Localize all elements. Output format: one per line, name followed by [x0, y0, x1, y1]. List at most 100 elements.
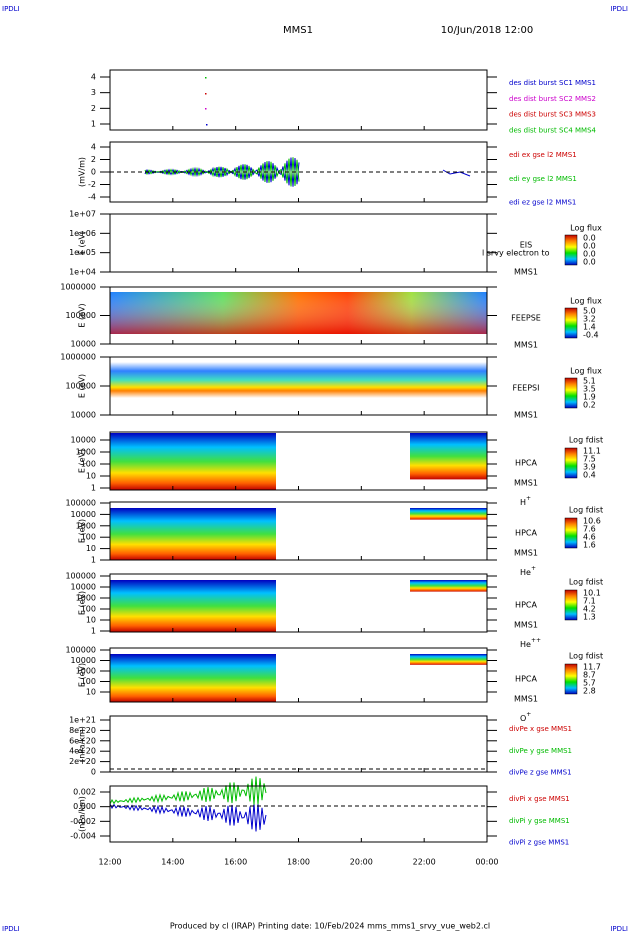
colorbar-tick: 5.0 [583, 307, 596, 316]
x-tick-label: 14:00 [161, 858, 184, 867]
colorbar-tick: 0.0 [583, 258, 596, 267]
colorbar-tick: 1.4 [583, 323, 596, 332]
spacecraft: MMS1 [514, 549, 538, 558]
legend-entry: divPi y gse MMS1 [509, 817, 570, 825]
colorbar-tick: 11.7 [583, 663, 601, 672]
y-tick-label: 0 [91, 768, 96, 777]
spectrogram [110, 654, 276, 702]
colorbar-title: Log fdist [569, 578, 603, 587]
panel: 1000000 100000 10000 E (eV) FEEPSE MMS1 Log fl… [60, 283, 602, 350]
y-tick-label: 0 [91, 168, 96, 177]
y-axis-label: E (eV) [78, 374, 87, 398]
spectrogram [110, 362, 487, 398]
y-tick-label: 10000 [71, 510, 96, 519]
y-tick-label: 10 [86, 544, 96, 553]
y-tick-label: 8e+20 [69, 726, 96, 735]
corner-mark: IPDLI [610, 5, 628, 13]
overlap-label: l srvy electron to [482, 249, 550, 258]
y-tick-label: 1 [91, 627, 96, 636]
instrument: EIS [520, 241, 533, 250]
species-charge: ++ [531, 637, 541, 644]
legend-entry: divPe y gse MMS1 [509, 747, 572, 755]
y-tick-label: 2 [91, 155, 96, 164]
panel: 100000 10000 1000 100 10 1 E (eV) HPCA MMS1 He+ Lo… [65, 499, 603, 577]
colorbar [564, 234, 578, 266]
credit: Produced by cl (IRAP) Printing date: 10/… [170, 922, 490, 931]
y-tick-label: 1 [91, 120, 96, 129]
instrument: HPCA [515, 601, 537, 610]
y-tick-label: 10000 [71, 656, 96, 665]
colorbar-tick: -0.4 [583, 331, 599, 340]
y-tick-label: 100000 [65, 311, 96, 320]
y-tick-label: 100 [81, 533, 96, 542]
colorbar-title: Log flux [570, 367, 602, 376]
legend-entry: des dist burst SC4 MMS4 [509, 127, 597, 135]
spacecraft: MMS1 [514, 479, 538, 488]
colorbar-tick: 0.0 [583, 242, 596, 251]
y-tick-label: 2e+20 [69, 757, 96, 766]
colorbar-tick: 3.9 [583, 463, 596, 472]
y-tick-label: 4 [91, 73, 96, 82]
spacecraft: MMS1 [514, 411, 538, 420]
colorbar-tick: 5.1 [583, 377, 596, 386]
x-tick-label: 16:00 [224, 858, 247, 867]
panel: 100000 10000 1000 100 10 1 E (eV) HPCA MMS1 He++ L… [65, 572, 603, 649]
point [206, 124, 208, 126]
panel: 1000000 100000 10000 E (eV) FEEPSI MMS1 Log fl… [60, 353, 602, 420]
species-name: He [520, 640, 531, 649]
species-charge: + [526, 495, 531, 502]
trace [109, 803, 267, 832]
y-tick-label: 10 [86, 472, 96, 481]
species: He++ [520, 637, 541, 649]
panel: 1e+07 1e+06 1e+05 1e+04 E (eV) EIS MMS1 l srvy … [69, 210, 602, 277]
colorbar [564, 447, 578, 479]
y-tick-label: 1e+04 [69, 268, 96, 277]
y-tick-label: 100000 [65, 499, 96, 508]
y-tick-label: 0.000 [73, 802, 96, 811]
y-tick-label: 10 [86, 688, 96, 697]
instrument: FEEPSE [511, 314, 541, 323]
colorbar-tick: 3.5 [583, 385, 596, 394]
instrument: HPCA [515, 459, 537, 468]
y-tick-label: 1000 [76, 521, 96, 530]
colorbar-title: Log fdist [569, 652, 603, 661]
y-axis-label: E (eV) [78, 303, 87, 327]
y-tick-label: 1000 [76, 448, 96, 457]
y-tick-label: 2 [91, 104, 96, 113]
x-tick-label: 00:00 [475, 858, 498, 867]
y-tick-label: 1000 [76, 667, 96, 676]
y-tick-label: -0.002 [70, 817, 96, 826]
y-axis-label: E (eV) [78, 231, 87, 255]
point [205, 108, 207, 110]
spectrogram-shade [110, 292, 487, 334]
y-axis-label: E (eV) [78, 591, 87, 615]
legend-entry: edi ey gse l2 MMS1 [509, 175, 577, 183]
spectrogram [410, 580, 487, 592]
colorbar-tick: 10.6 [583, 517, 601, 526]
y-tick-label: 6e+20 [69, 736, 96, 745]
legend-entry: divPe x gse MMS1 [509, 725, 572, 733]
trace [109, 776, 267, 805]
y-tick-label: 4e+20 [69, 747, 96, 756]
colorbar [564, 589, 578, 621]
y-tick-label: 100000 [65, 646, 96, 655]
spectrogram [410, 654, 487, 665]
y-tick-label: 100000 [65, 572, 96, 581]
y-tick-label: 10000 [71, 436, 96, 445]
colorbar-title: Log fdist [569, 436, 603, 445]
colorbar-tick: 4.2 [583, 605, 596, 614]
x-tick-label: 18:00 [287, 858, 310, 867]
colorbar-tick: 8.7 [583, 671, 596, 680]
legend-entry: des dist burst SC1 MMS1 [509, 79, 596, 87]
panel-frame [109, 213, 488, 273]
y-tick-label: 1000 [76, 594, 96, 603]
colorbar-tick: 1.3 [583, 613, 596, 622]
spectrogram [410, 508, 487, 520]
y-tick-label: 1e+21 [69, 716, 96, 725]
colorbar-tick: 0.4 [583, 471, 596, 480]
colorbar [564, 663, 578, 695]
y-tick-label: 10000 [71, 340, 96, 349]
point [205, 93, 207, 95]
